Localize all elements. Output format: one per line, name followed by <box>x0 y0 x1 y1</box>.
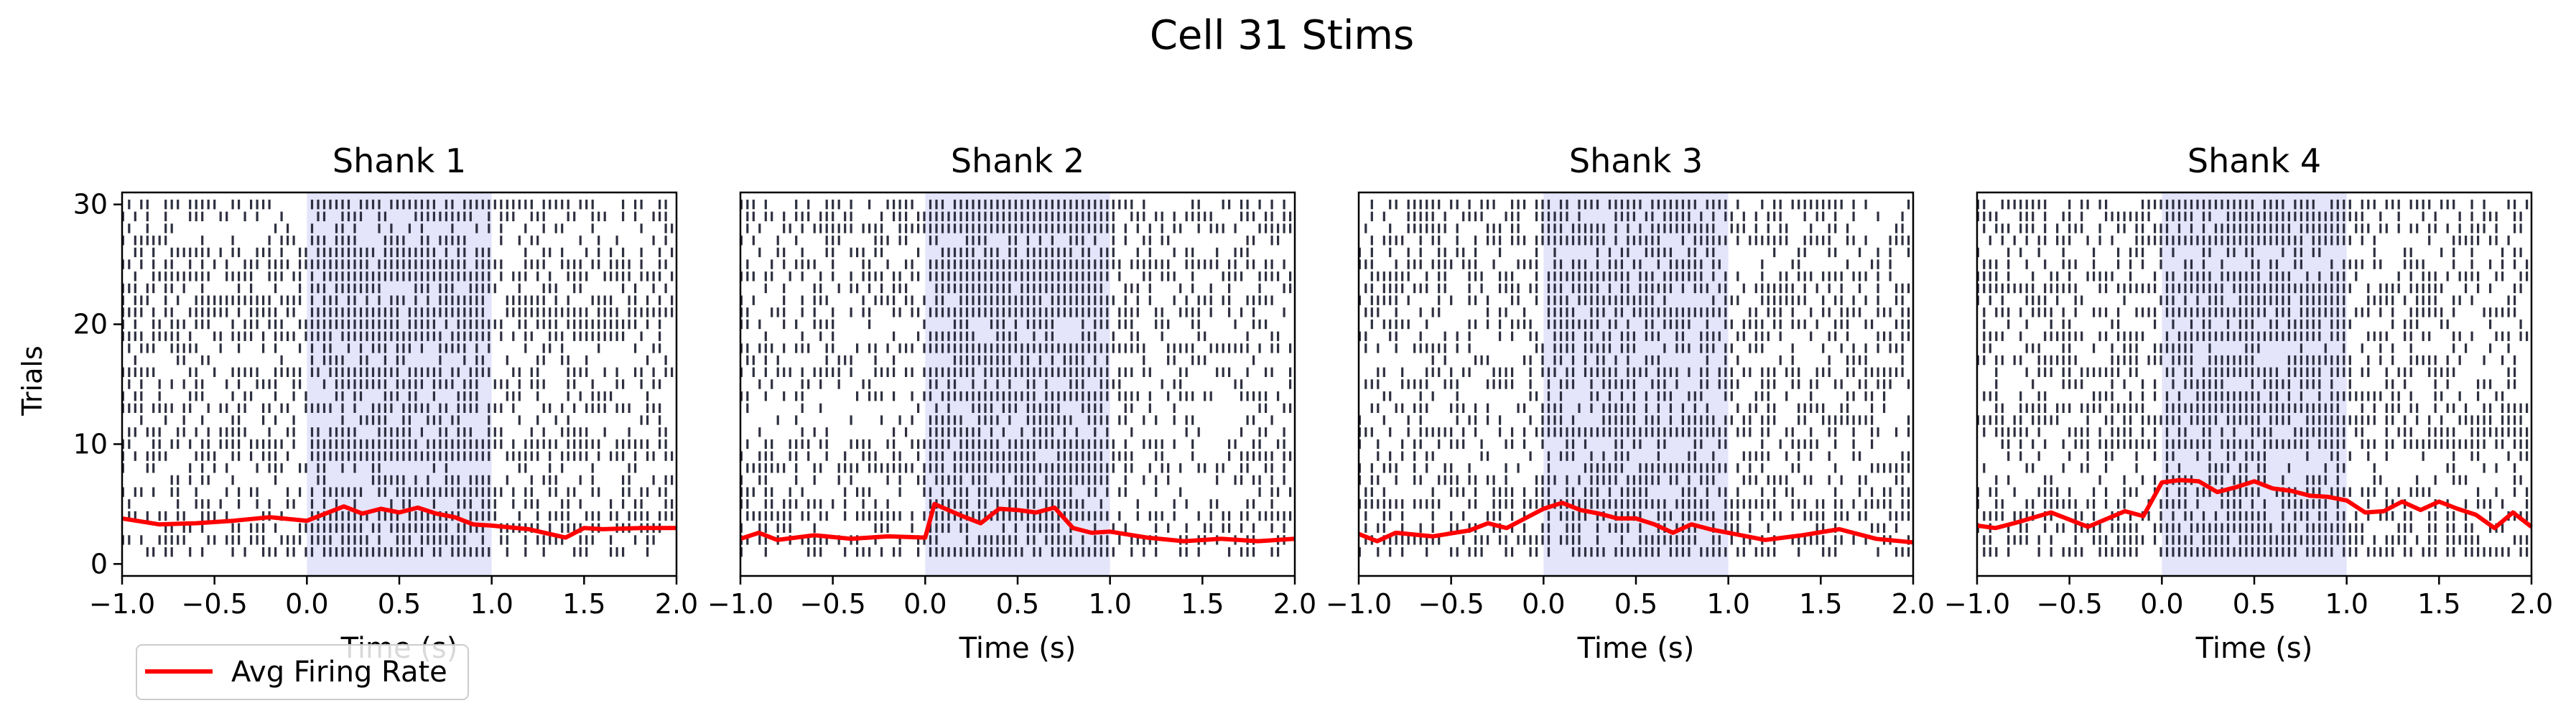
x-tick-label: −0.5 <box>800 588 866 620</box>
panels: −1.0 −0.5 0.0 0.5 1.0 1.5 2.0 0 10 20 30 Shank 1 Tim… <box>73 141 2554 665</box>
x-tick-label: 2.0 <box>655 588 698 620</box>
figure-title: Cell 31 Stims <box>1150 12 1414 59</box>
spike-raster <box>121 200 674 557</box>
spike-raster <box>1358 200 1910 557</box>
x-tick-label: 1.5 <box>1799 588 1842 620</box>
x-tick-label: −1.0 <box>707 588 773 620</box>
x-tick-label: −0.5 <box>182 588 248 620</box>
x-tick-label: 1.0 <box>1706 588 1749 620</box>
x-tick-label: −1.0 <box>89 588 155 620</box>
y-tick-label: 20 <box>73 309 108 340</box>
x-axis-label: Time (s) <box>959 632 1077 665</box>
x-tick-label: 1.5 <box>562 588 605 620</box>
panel-title: Shank 3 <box>1569 141 1703 180</box>
x-tick-label: 1.5 <box>1181 588 1224 620</box>
spike-raster <box>1976 200 2529 557</box>
avg-firing-rate-line <box>740 501 1296 544</box>
x-tick-label: 2.0 <box>1273 588 1316 620</box>
x-tick-label: 0.0 <box>903 588 947 620</box>
x-tick-label: −1.0 <box>1326 588 1392 620</box>
y-tick-label: 30 <box>73 189 108 220</box>
x-tick-label: 1.0 <box>470 588 513 620</box>
avg-firing-rate-line <box>1357 501 1914 545</box>
panel-title: Shank 1 <box>333 141 466 180</box>
stimulus-window <box>2162 192 2347 576</box>
y-tick-label: 10 <box>73 428 108 460</box>
x-tick-label: 0.5 <box>996 588 1039 620</box>
panel-title: Shank 2 <box>951 141 1084 180</box>
spike-raster <box>740 200 1292 557</box>
panel-2: −1.0 −0.5 0.0 0.5 1.0 1.5 2.0 Shank 2 Time (s) <box>707 141 1316 665</box>
x-tick-label: 1.0 <box>1088 588 1131 620</box>
y-tick-label: 0 <box>90 548 108 580</box>
x-tick-label: 0.0 <box>1522 588 1565 620</box>
x-tick-label: 2.0 <box>1892 588 1935 620</box>
x-axis-label: Time (s) <box>1577 632 1695 665</box>
x-tick-label: 0.0 <box>285 588 328 620</box>
y-axis-label: Trials <box>17 345 48 416</box>
stimulus-window <box>1543 192 1729 576</box>
panel-3: −1.0 −0.5 0.0 0.5 1.0 1.5 2.0 Shank 3 Time (s) <box>1326 141 1935 665</box>
x-tick-label: 0.5 <box>1614 588 1657 620</box>
avg-firing-rate-line <box>121 504 676 540</box>
x-tick-label: −0.5 <box>1418 588 1484 620</box>
x-tick-label: 0.5 <box>378 588 421 620</box>
